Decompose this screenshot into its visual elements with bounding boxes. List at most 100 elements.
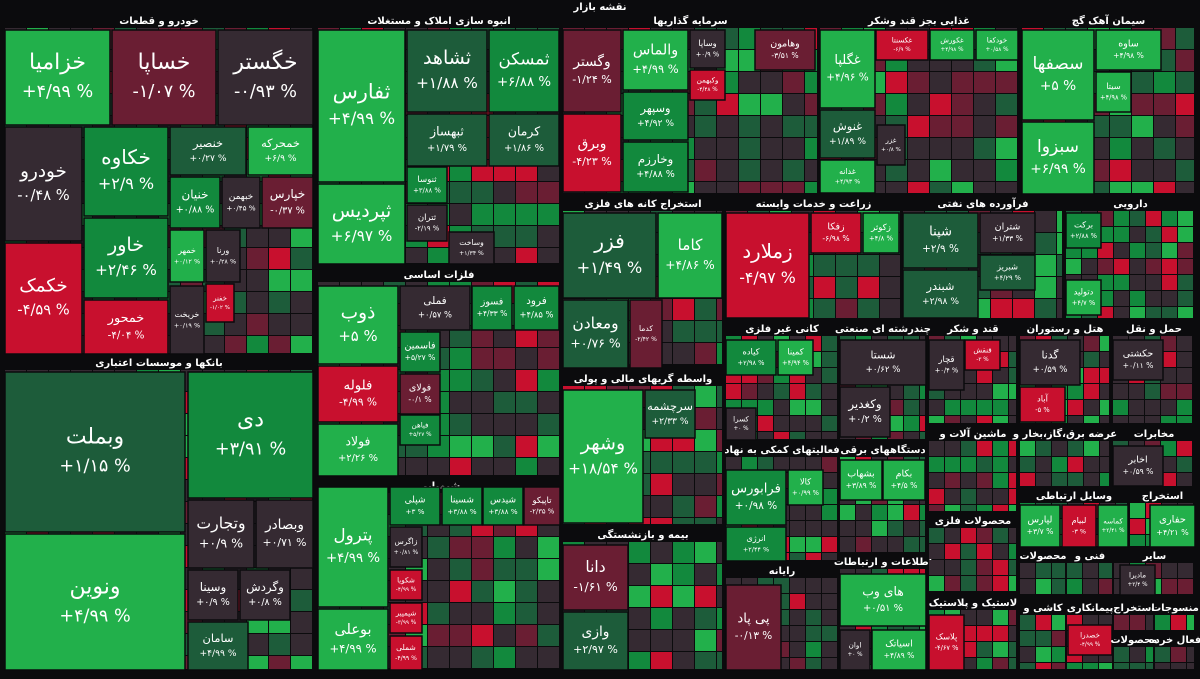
stock-name: وازی <box>582 624 610 640</box>
filler-cell <box>406 458 427 475</box>
filler-cell <box>1035 299 1056 318</box>
filler-cell <box>761 94 782 115</box>
filler-cell <box>806 594 821 609</box>
filler-cell <box>494 370 515 391</box>
stock-name: خکاوه <box>101 145 151 169</box>
filler-cell <box>858 277 879 298</box>
filler-cell <box>929 473 944 488</box>
filler-cell <box>1162 563 1177 578</box>
sector-title: محصولات <box>1110 635 1157 646</box>
filler-cell <box>977 544 992 559</box>
filler-cell <box>783 116 804 137</box>
filler-cell <box>1084 352 1099 367</box>
filler-cell <box>673 608 694 629</box>
filler-cell <box>1100 368 1109 383</box>
stock-tile <box>389 569 423 601</box>
sector-title: فعال خرده <box>1149 635 1200 646</box>
filler-cell <box>774 400 789 415</box>
sector-title: سرمایه گذاریها <box>653 14 727 27</box>
filler-cell <box>977 416 992 423</box>
filler-cell <box>1178 579 1193 594</box>
stock-change: -۴/۹۹ % <box>395 655 417 662</box>
filler-cell <box>516 537 537 558</box>
filler-cell <box>629 564 650 585</box>
stock-tile <box>839 629 871 671</box>
filler-cell <box>1146 275 1161 290</box>
stock-change: +۴/۹۹ % <box>326 551 380 566</box>
filler-cell <box>1084 336 1099 351</box>
sector-title: واسطه گریهای مالی و پولی <box>574 372 712 385</box>
stock-change: +۳/۸۸ % <box>413 187 441 195</box>
filler-cell <box>717 586 722 607</box>
filler-cell <box>1177 400 1192 415</box>
stock-change: +۰/۸۱ % <box>394 549 419 556</box>
filler-cell <box>1176 72 1194 93</box>
filler-cell <box>961 473 976 488</box>
filler-cell <box>1035 233 1056 254</box>
filler-cell <box>1162 579 1177 594</box>
filler-cell <box>450 458 471 475</box>
stock-change: +۰/۲ % <box>848 414 881 425</box>
stock-name: خفنر <box>212 294 227 302</box>
stock-name: فیاهن <box>412 420 429 429</box>
stock-tile <box>862 212 900 254</box>
filler-cell <box>1114 615 1129 630</box>
filler-cell <box>516 392 537 413</box>
stock-name: قچار <box>938 354 955 364</box>
filler-cell <box>1146 243 1161 258</box>
stock-name: برکت <box>1074 220 1093 230</box>
sector-title: دستگاههای برقی <box>840 443 925 456</box>
filler-cell <box>1036 663 1051 669</box>
filler-cell <box>1035 211 1056 232</box>
filler-cell <box>790 400 805 415</box>
stock-tile <box>205 229 241 283</box>
stock-tile <box>488 113 560 167</box>
sector: مخابرات اخابر +۰/۵۹ % <box>1112 429 1192 487</box>
filler-cell <box>945 489 960 504</box>
stock-name: وتجارت <box>196 513 245 533</box>
filler-cell <box>1009 400 1016 415</box>
filler-cell <box>1178 563 1193 578</box>
filler-cell <box>269 270 290 291</box>
filler-cell <box>929 489 944 504</box>
sector-title: کاشی و <box>1022 603 1062 614</box>
filler-cell <box>717 630 722 651</box>
filler-cell <box>450 326 471 347</box>
filler-cell <box>494 204 515 225</box>
filler-cell <box>952 160 973 181</box>
stock-name: سیتا <box>1106 81 1121 91</box>
filler-cell <box>945 473 960 488</box>
stock-tile <box>221 176 261 229</box>
filler-cell <box>1088 182 1109 193</box>
sector-title: قند و شکر <box>946 324 998 335</box>
filler-cell <box>1171 647 1186 662</box>
sector-title: هتل و رستوران <box>1027 324 1104 335</box>
filler-cell <box>1132 116 1153 137</box>
stock-tile <box>1065 212 1102 249</box>
filler-cell <box>996 160 1017 181</box>
stock-name: خنصیر <box>192 136 223 151</box>
stock-tile <box>622 141 689 193</box>
stock-change: +۴/۹۹ % <box>329 641 376 655</box>
filler-cell <box>822 537 837 552</box>
filler-cell <box>695 321 716 342</box>
filler-cell <box>929 576 944 591</box>
stock-change: +۲/۹ % <box>98 174 154 193</box>
filler-cell <box>1113 416 1128 423</box>
stock-name: زفکا <box>827 221 845 232</box>
filler-cell <box>1178 307 1193 318</box>
filler-cell <box>822 610 837 625</box>
filler-cell <box>1178 275 1193 290</box>
stock-change: -۳/۵۱ % <box>771 51 798 60</box>
sector: واسطه گریهای مالی و پولی وشهر +۱۸/۵۴ % سرچش… <box>562 372 722 524</box>
sector-title: فنی و <box>1074 551 1105 562</box>
sector-title: زراعت و خدمات وابسته <box>756 199 872 210</box>
stock-name: غکسنتا <box>892 35 913 44</box>
filler-cell <box>872 521 887 536</box>
filler-cell <box>961 528 976 543</box>
stock-change: +۰/۴ % <box>935 366 958 374</box>
stock-tile <box>255 499 314 569</box>
sector-title: بیمه و بازنشستگی <box>597 528 688 541</box>
filler-cell <box>806 521 821 536</box>
stock-tile <box>1019 339 1081 386</box>
